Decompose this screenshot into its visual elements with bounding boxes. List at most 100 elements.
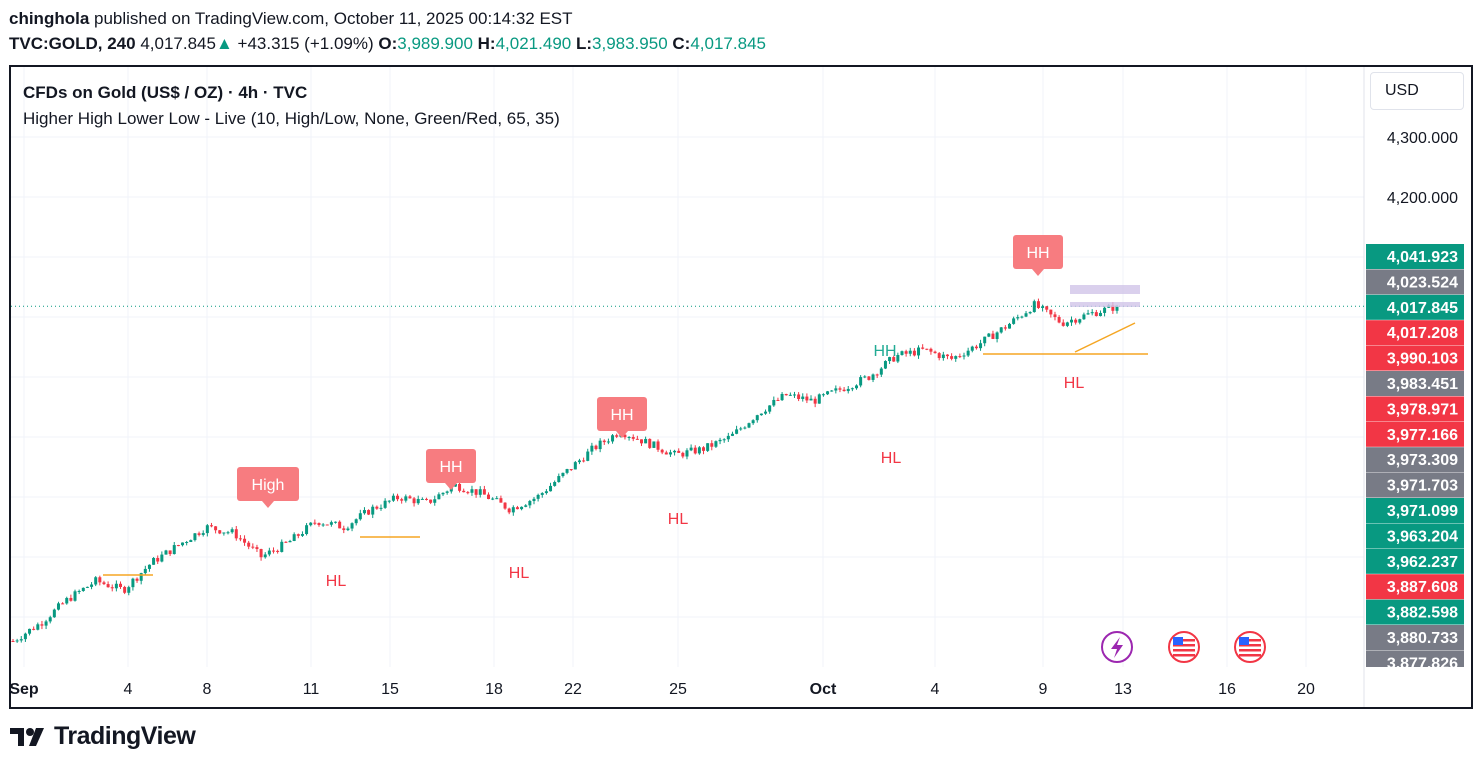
- candle-up: [652, 441, 656, 448]
- candle-down: [842, 389, 846, 392]
- candle-up: [751, 420, 755, 424]
- candle-up: [598, 440, 602, 450]
- candle-up: [230, 529, 234, 533]
- swing-badge: High: [237, 467, 299, 508]
- last-price: 4,017.845: [140, 34, 216, 53]
- candle-up: [193, 533, 197, 541]
- candle-up: [941, 354, 945, 359]
- candle-down: [247, 542, 251, 547]
- candle-up: [1115, 306, 1119, 311]
- swing-badge-label: High: [252, 477, 285, 494]
- candle-down: [412, 498, 416, 504]
- candle-up: [850, 388, 854, 390]
- legend-indicator[interactable]: Higher High Lower Low - Live (10, High/L…: [23, 109, 560, 128]
- x-axis-tick-label: Sep: [9, 681, 39, 698]
- y-axis-tick-label: 4,300.000: [1387, 130, 1458, 147]
- candle-up: [28, 628, 32, 634]
- swing-badge-label: HH: [610, 407, 633, 424]
- candle-up: [48, 617, 52, 622]
- candle-up: [1020, 316, 1024, 318]
- candle-up: [334, 521, 338, 523]
- candle-up: [420, 498, 424, 500]
- flag-stripe: [1173, 649, 1195, 652]
- currency-button[interactable]: USD: [1370, 72, 1464, 110]
- candle-down: [462, 490, 466, 493]
- price-badge-label: 3,990.103: [1387, 351, 1458, 368]
- candle-up: [611, 435, 615, 442]
- price-badge-box: [1366, 523, 1464, 549]
- candle-up: [834, 388, 838, 391]
- x-axis-tick-label: Oct: [810, 681, 837, 698]
- candle-down: [276, 550, 280, 552]
- candle-down: [458, 483, 462, 491]
- candle-down: [135, 578, 139, 581]
- candle-up: [292, 534, 296, 541]
- footer-brand-text: TradingView: [54, 722, 196, 750]
- publication-header: chinghola published on TradingView.com, …: [9, 6, 766, 56]
- x-axis-tick-label: 4: [124, 681, 133, 698]
- price-badge-box: [1366, 396, 1464, 422]
- candle-down: [1074, 319, 1078, 323]
- price-badge: 4,017.845: [1366, 294, 1464, 320]
- candle-up: [549, 485, 553, 492]
- candle-up: [185, 542, 189, 544]
- price-badges: 4,041.923 4,023.524 4,017.845 4,017.208 3,99…: [1366, 244, 1464, 672]
- chart-legend: CFDs on Gold (US$ / OZ) · 4h · TVC Highe…: [23, 80, 560, 132]
- candle-down: [168, 550, 172, 555]
- candle-down: [11, 641, 15, 642]
- candle-down: [875, 374, 879, 376]
- candle-up: [1103, 307, 1107, 313]
- price-badge-label: 3,977.166: [1387, 427, 1458, 444]
- candle-down: [991, 333, 995, 339]
- candle-up: [896, 354, 900, 362]
- swing-badge: HH: [597, 397, 647, 438]
- candle-down: [569, 469, 573, 471]
- candle-up: [644, 438, 648, 444]
- candle-down: [710, 443, 714, 447]
- candle-up: [954, 356, 958, 359]
- swing-label-hh: HH: [873, 343, 896, 360]
- candle-up: [1086, 313, 1090, 315]
- price-badge: 3,983.451: [1366, 371, 1464, 396]
- candle-up: [94, 577, 98, 585]
- candle-down: [1094, 312, 1098, 317]
- us-flag-event-icon: [1234, 631, 1266, 663]
- candle-up: [478, 489, 482, 495]
- price-badge-box: [1366, 244, 1464, 269]
- flag-stripe: [1239, 639, 1261, 642]
- legend-title[interactable]: CFDs on Gold (US$ / OZ) · 4h · TVC: [23, 83, 308, 102]
- candle-up: [383, 500, 387, 508]
- price-badge-box: [1366, 320, 1464, 346]
- x-axis-tick-label: 18: [485, 681, 503, 698]
- candle-up: [524, 505, 528, 507]
- candle-up: [627, 436, 631, 438]
- candle-up: [263, 554, 267, 558]
- candle-down: [925, 348, 929, 350]
- candle-down: [61, 603, 65, 605]
- candle-up: [722, 439, 726, 441]
- candle-up: [441, 492, 445, 495]
- candle-down: [313, 522, 317, 524]
- price-badge-box: [1366, 599, 1464, 625]
- candle-up: [1012, 318, 1016, 324]
- candle-down: [396, 495, 400, 500]
- candle-down: [594, 445, 598, 450]
- candle-up: [685, 450, 689, 457]
- candle-down: [805, 396, 809, 401]
- candle-up: [371, 506, 375, 515]
- candle-up: [544, 491, 548, 494]
- publisher-name[interactable]: chinghola: [9, 9, 90, 28]
- candle-up: [908, 350, 912, 354]
- candle-up: [966, 350, 970, 356]
- candle-up: [181, 542, 185, 546]
- candle-down: [466, 492, 470, 494]
- candle-up: [288, 540, 292, 543]
- candle-down: [1036, 301, 1040, 308]
- price-badge-box: [1366, 650, 1464, 667]
- flag-canton: [1239, 637, 1249, 645]
- candle-down: [838, 388, 842, 390]
- candle-up: [830, 390, 834, 392]
- candle-down: [218, 530, 222, 534]
- candle-down: [317, 523, 321, 526]
